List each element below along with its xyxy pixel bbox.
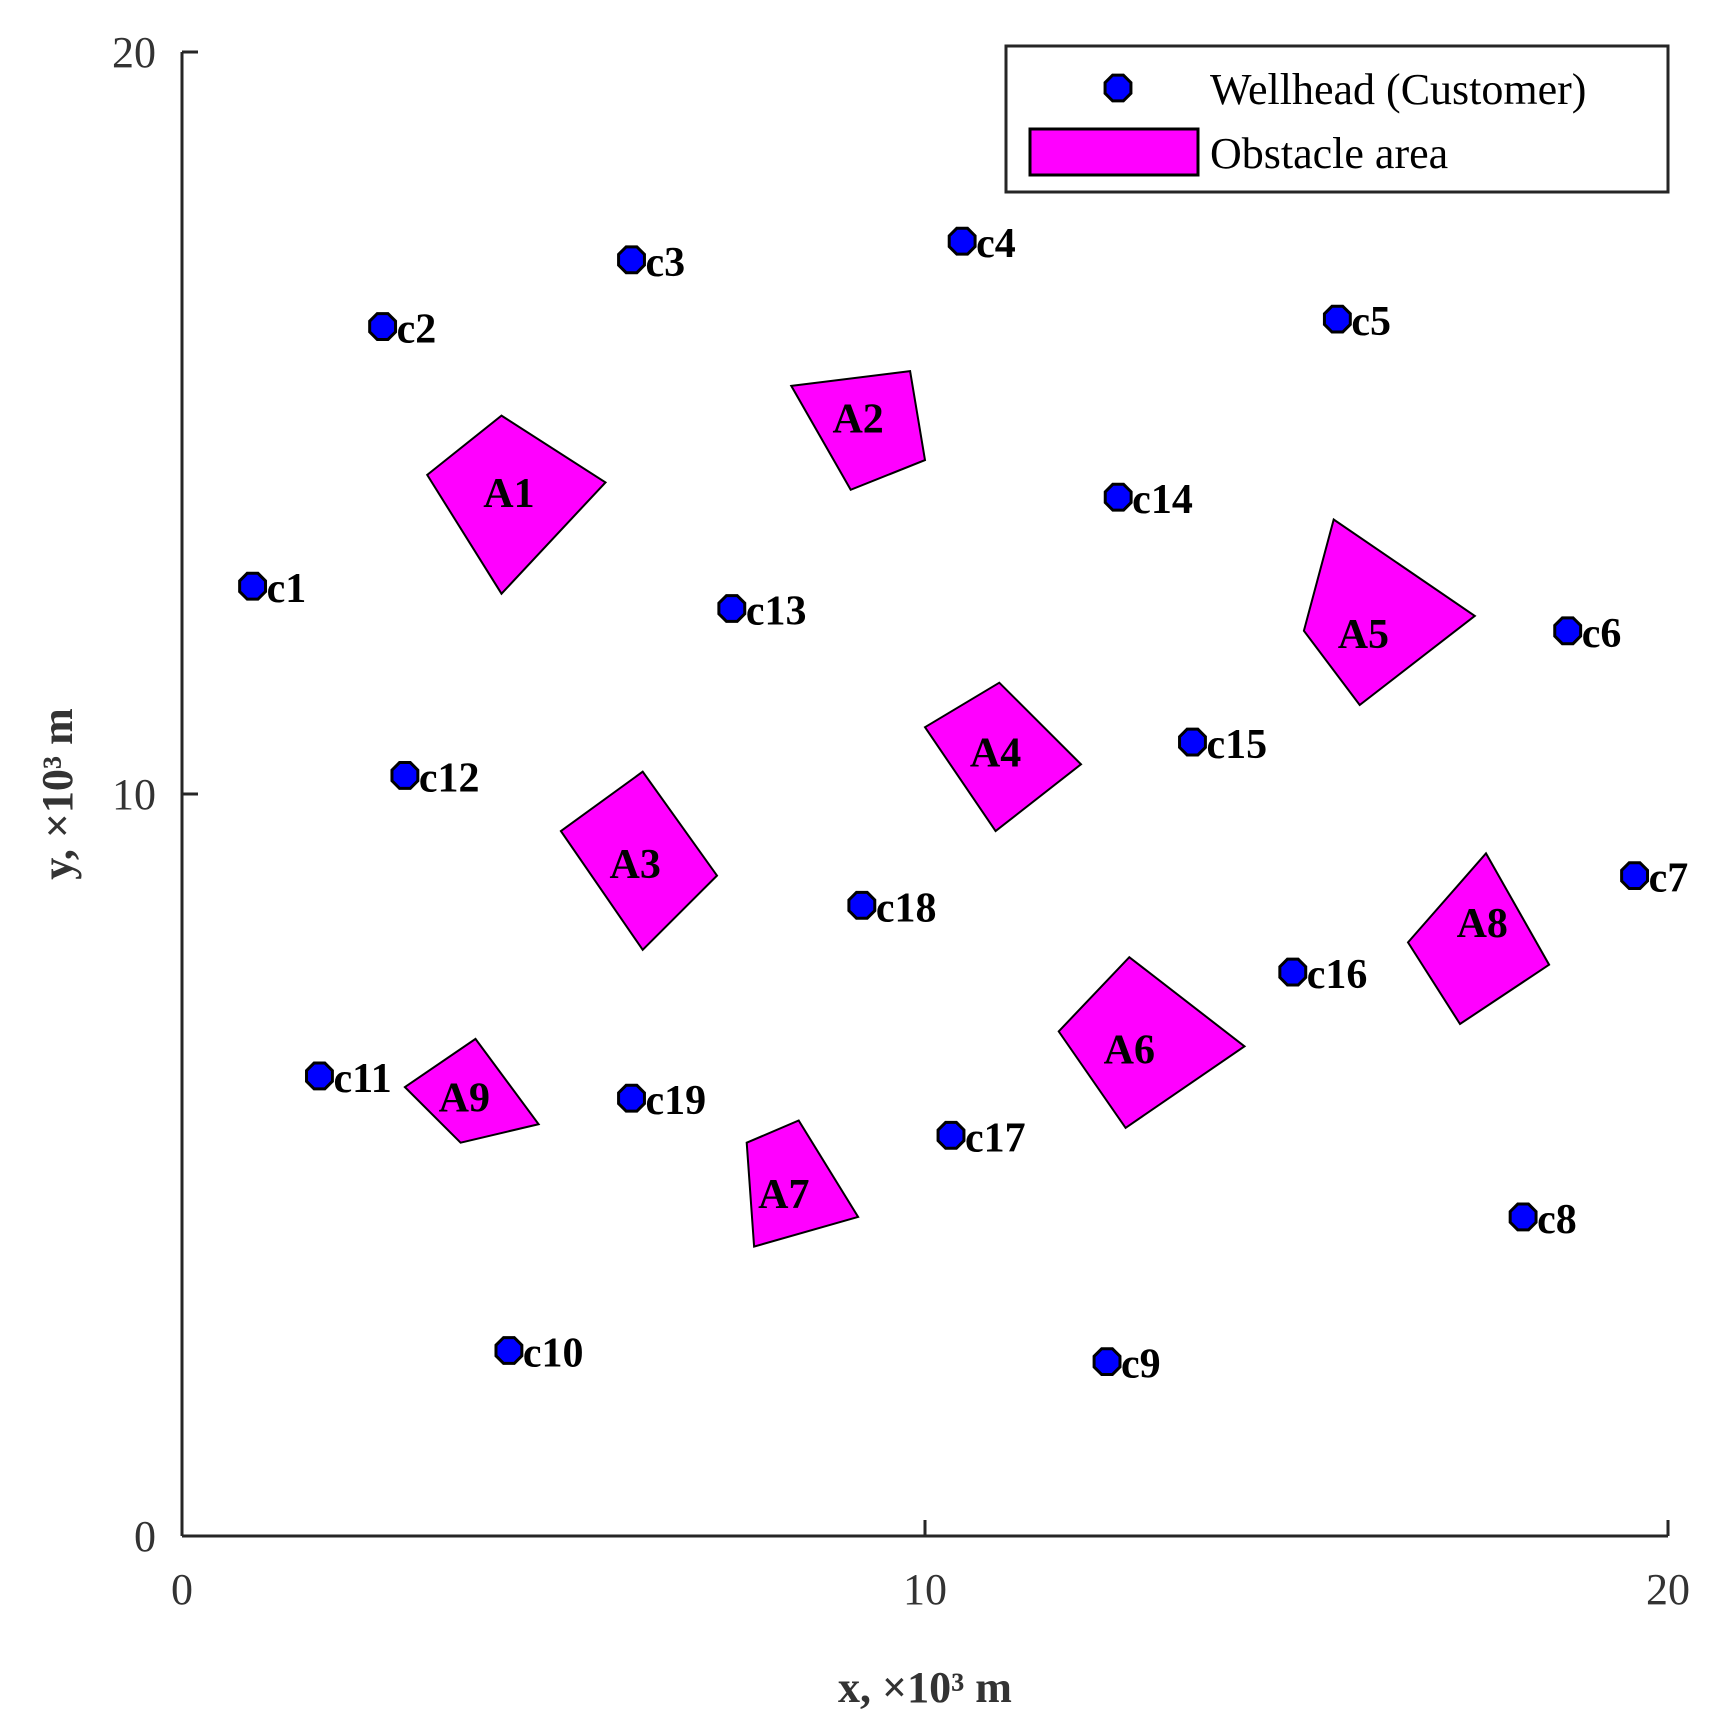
obstacle-label-a2: A2 bbox=[832, 397, 883, 443]
customer-marker-c16 bbox=[1278, 957, 1308, 987]
customers-layer: c1 c2 c3 c4 c5 c6 c7 c8 c9 c10 c11 c12 c13 c14 c15 c16 c… bbox=[238, 221, 1689, 1388]
obstacle-label-a9: A9 bbox=[439, 1076, 490, 1122]
obstacle-area-a9 bbox=[403, 1037, 541, 1144]
customer-label-c3: c3 bbox=[646, 240, 686, 286]
customer-label-c19: c19 bbox=[646, 1078, 707, 1124]
customer-label-c8: c8 bbox=[1537, 1197, 1577, 1243]
customer-marker-c17 bbox=[936, 1120, 966, 1150]
customer-marker-c12 bbox=[390, 761, 420, 790]
customer-label-c9: c9 bbox=[1121, 1342, 1161, 1388]
customer-label-c1: c1 bbox=[267, 566, 307, 612]
customer-label-c6: c6 bbox=[1582, 611, 1622, 657]
legend-obstacle-swatch bbox=[1028, 127, 1200, 177]
obstacle-label-a7: A7 bbox=[758, 1172, 809, 1218]
legend-customer-label: Wellhead (Customer) bbox=[1210, 65, 1586, 114]
customer-marker-c4 bbox=[947, 226, 977, 256]
customer-marker-c9 bbox=[1092, 1347, 1122, 1377]
customer-marker-c1 bbox=[238, 571, 268, 601]
customer-label-c7: c7 bbox=[1649, 856, 1689, 902]
legend: Wellhead (Customer) Obstacle area bbox=[1004, 44, 1670, 194]
customer-marker-c8 bbox=[1508, 1202, 1538, 1232]
y-tick-label: 0 bbox=[134, 1512, 156, 1561]
obstacle-area-a8 bbox=[1406, 851, 1551, 1026]
obstacle-label-a8: A8 bbox=[1457, 901, 1508, 947]
axes-layer: 0 10 20 0 10 20 x, ×10³ m y, ×10³ m bbox=[33, 28, 1690, 1712]
obstacle-label-a1: A1 bbox=[483, 471, 534, 517]
obstacle-label-a3: A3 bbox=[610, 842, 661, 888]
customer-marker-c14 bbox=[1103, 482, 1133, 512]
legend-customer-marker bbox=[1103, 73, 1133, 103]
customer-marker-c10 bbox=[494, 1336, 524, 1365]
customer-marker-c6 bbox=[1553, 616, 1583, 646]
customer-label-c17: c17 bbox=[965, 1115, 1026, 1161]
customer-marker-c11 bbox=[305, 1061, 334, 1091]
customer-label-c5: c5 bbox=[1351, 299, 1391, 345]
obstacles-layer: A1 A2 A3 A4 A5 A6 A7 A8 A9 bbox=[403, 369, 1551, 1248]
customer-label-c12: c12 bbox=[419, 755, 480, 801]
obstacle-area-a1 bbox=[425, 414, 608, 596]
obstacle-label-a4: A4 bbox=[970, 731, 1021, 777]
obstacle-area-a3 bbox=[559, 770, 719, 952]
y-axis-title: y, ×10³ m bbox=[33, 708, 82, 880]
customer-marker-c3 bbox=[617, 245, 646, 275]
obstacle-area-a2 bbox=[789, 369, 927, 492]
customer-label-c11: c11 bbox=[333, 1056, 391, 1102]
customer-marker-c15 bbox=[1178, 727, 1207, 757]
customer-label-c14: c14 bbox=[1132, 477, 1193, 523]
x-tick-label: 10 bbox=[903, 1565, 947, 1614]
customer-label-c18: c18 bbox=[876, 885, 937, 931]
customer-label-c16: c16 bbox=[1307, 952, 1368, 998]
customer-label-c15: c15 bbox=[1206, 722, 1267, 768]
obstacle-area-a4 bbox=[923, 681, 1083, 833]
customer-marker-c7 bbox=[1620, 861, 1649, 891]
obstacle-label-a6: A6 bbox=[1104, 1027, 1155, 1073]
customer-label-c2: c2 bbox=[397, 307, 437, 353]
obstacle-area-a5 bbox=[1302, 517, 1477, 707]
customer-label-c13: c13 bbox=[746, 589, 807, 635]
customer-label-c4: c4 bbox=[976, 221, 1016, 267]
obstacle-label-a5: A5 bbox=[1338, 612, 1389, 658]
obstacle-area-a7 bbox=[745, 1119, 860, 1248]
obstacle-area-a6 bbox=[1057, 955, 1247, 1130]
legend-obstacle-label: Obstacle area bbox=[1210, 129, 1448, 178]
customer-marker-c13 bbox=[717, 594, 747, 623]
x-tick-label: 20 bbox=[1646, 1565, 1690, 1614]
customer-marker-c2 bbox=[368, 312, 398, 341]
y-tick-label: 10 bbox=[112, 770, 156, 819]
x-axis-title: x, ×10³ m bbox=[838, 1663, 1012, 1712]
customer-marker-c19 bbox=[617, 1083, 646, 1113]
y-tick-label: 20 bbox=[112, 28, 156, 77]
customer-marker-c5 bbox=[1322, 304, 1352, 334]
x-tick-label: 0 bbox=[171, 1565, 193, 1614]
customer-label-c10: c10 bbox=[523, 1331, 584, 1377]
customer-marker-c18 bbox=[847, 890, 877, 920]
